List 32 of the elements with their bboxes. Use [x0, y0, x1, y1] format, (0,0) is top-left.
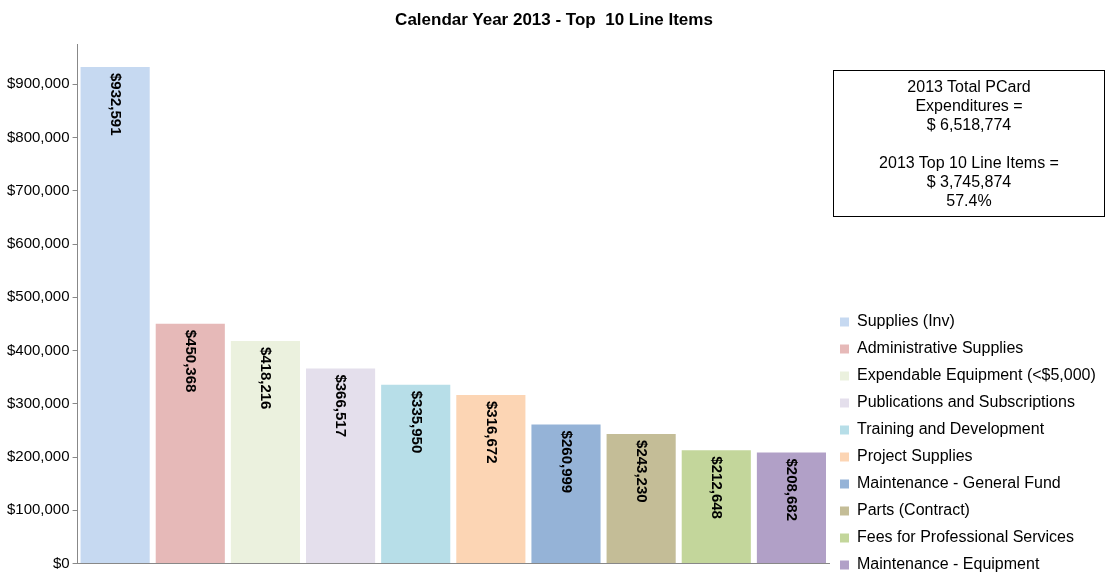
legend-label: Training and Development — [857, 420, 1045, 438]
legend-label: Maintenance - Equipment — [857, 555, 1040, 573]
data-label: $450,368 — [183, 329, 201, 393]
legend-label: Supplies (Inv) — [857, 312, 955, 330]
text: 2013 Total PCard Expenditures = $ 6,518,774 2013 Top 10 Line Items = $ 3,745,874 57.4% — [879, 78, 1059, 209]
y-tick-label: $300,000 — [6, 393, 70, 411]
y-tick-label: $400,000 — [6, 340, 70, 358]
legend-label: Publications and Subscriptions — [857, 393, 1075, 411]
legend-label: Maintenance - General Fund — [857, 474, 1061, 492]
y-tick-label: $0 — [52, 553, 70, 571]
y-tick-label: $800,000 — [6, 127, 70, 145]
y-tick-label: $100,000 — [6, 500, 70, 518]
data-label: $212,648 — [709, 456, 727, 519]
y-tick-label: $500,000 — [6, 287, 70, 305]
y-tick-label: $200,000 — [6, 447, 70, 465]
y-tick-label: $700,000 — [6, 180, 70, 198]
data-label: $243,230 — [634, 440, 651, 503]
chart-title: Calendar Year 2013 - Top 10 Line Items — [395, 9, 713, 29]
data-label: $208,682 — [784, 458, 802, 522]
data-label: $316,672 — [483, 400, 501, 464]
legend-label: Fees for Professional Services — [857, 528, 1074, 546]
legend-label: Expendable Equipment (<$5,000) — [857, 366, 1096, 384]
legend-label: Administrative Supplies — [857, 339, 1024, 357]
data-label: $366,517 — [333, 374, 351, 437]
data-label: $260,999 — [558, 430, 576, 494]
legend-label: Project Supplies — [857, 447, 973, 465]
legend-label: Parts (Contract) — [857, 501, 970, 519]
data-label: $418,216 — [258, 346, 276, 410]
y-tick-label: $600,000 — [6, 234, 70, 252]
data-label: $932,591 — [107, 72, 125, 136]
data-label: $335,950 — [408, 390, 426, 454]
y-tick-label: $900,000 — [6, 74, 70, 92]
